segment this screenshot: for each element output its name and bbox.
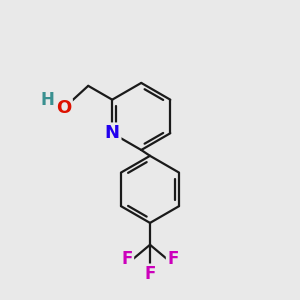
Text: F: F bbox=[121, 250, 133, 268]
Text: F: F bbox=[167, 250, 179, 268]
Text: H: H bbox=[40, 91, 54, 109]
Text: O: O bbox=[56, 100, 71, 118]
Text: N: N bbox=[105, 124, 120, 142]
Text: F: F bbox=[144, 265, 156, 283]
